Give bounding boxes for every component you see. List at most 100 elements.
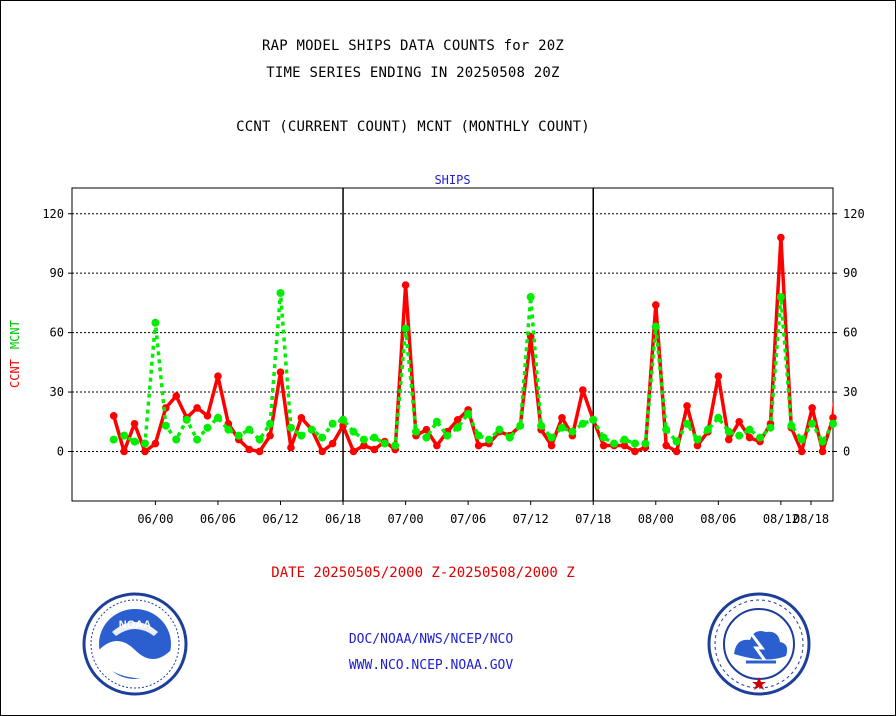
- y-axis-label-ccnt: CCNT: [8, 359, 22, 388]
- data-point-ccnt: [401, 281, 410, 289]
- x-tick-label: 06/18: [325, 512, 361, 526]
- data-point-ccnt: [255, 447, 264, 456]
- data-point-mcnt: [651, 322, 660, 331]
- data-point-mcnt: [370, 433, 379, 442]
- y-axis-label-mcnt: MCNT: [8, 320, 22, 349]
- data-point-ccnt: [662, 441, 671, 450]
- data-point-mcnt: [797, 435, 806, 444]
- data-point-ccnt: [349, 447, 358, 456]
- data-point-ccnt: [130, 419, 139, 428]
- data-point-mcnt: [662, 425, 671, 434]
- data-point-mcnt: [703, 425, 712, 434]
- x-tick-label: 08/12: [763, 512, 799, 526]
- data-point-mcnt: [829, 419, 837, 428]
- data-point-mcnt: [776, 292, 785, 301]
- x-tick-label: 07/18: [575, 512, 611, 526]
- data-point-mcnt: [714, 413, 723, 422]
- x-tick-label: 06/06: [200, 512, 236, 526]
- data-point-ccnt: [735, 417, 743, 426]
- data-point-ccnt: [714, 372, 723, 380]
- data-point-mcnt: [495, 425, 504, 434]
- data-point-ccnt: [683, 402, 691, 410]
- data-point-mcnt: [599, 433, 608, 442]
- data-point-ccnt: [453, 415, 462, 424]
- data-point-ccnt: [651, 301, 660, 309]
- data-point-mcnt: [683, 419, 692, 428]
- data-point-mcnt: [161, 421, 170, 430]
- data-point-mcnt: [443, 431, 452, 440]
- data-point-ccnt: [620, 441, 629, 450]
- data-point-ccnt: [120, 447, 128, 456]
- data-point-mcnt: [516, 421, 525, 430]
- data-point-ccnt: [360, 441, 368, 450]
- data-point-mcnt: [266, 419, 275, 428]
- data-point-mcnt: [547, 433, 556, 442]
- data-point-mcnt: [213, 413, 222, 422]
- data-point-ccnt: [777, 233, 785, 242]
- data-point-mcnt: [182, 415, 191, 424]
- data-point-mcnt: [297, 431, 306, 440]
- y-tick-label-left: 0: [57, 444, 64, 458]
- data-point-ccnt: [547, 441, 556, 450]
- y-tick-label-left: 120: [42, 207, 64, 221]
- data-point-mcnt: [120, 431, 129, 440]
- data-point-mcnt: [641, 439, 650, 448]
- y-tick-label-right: 0: [843, 444, 850, 458]
- data-point-ccnt: [599, 441, 608, 450]
- data-point-ccnt: [297, 413, 306, 422]
- data-point-ccnt: [370, 445, 379, 454]
- data-point-mcnt: [557, 423, 566, 432]
- data-point-mcnt: [672, 437, 681, 446]
- x-tick-label: 07/00: [388, 512, 424, 526]
- data-point-mcnt: [630, 439, 639, 448]
- chart-title-line3: CCNT (CURRENT COUNT) MCNT (MONTHLY COUNT…: [236, 119, 590, 135]
- data-point-ccnt: [328, 439, 337, 448]
- data-point-ccnt: [172, 392, 181, 400]
- series-line-ccnt: [112, 235, 833, 454]
- x-tick-label: 07/12: [513, 512, 549, 526]
- data-point-mcnt: [359, 435, 368, 444]
- data-point-ccnt: [141, 447, 149, 456]
- y-tick-label-right: 120: [843, 207, 865, 221]
- data-point-mcnt: [724, 427, 733, 436]
- data-point-mcnt: [109, 435, 118, 444]
- data-point-mcnt: [453, 423, 462, 432]
- data-point-mcnt: [464, 409, 473, 418]
- data-point-mcnt: [610, 439, 619, 448]
- data-point-ccnt: [693, 441, 702, 450]
- data-point-ccnt: [266, 431, 274, 440]
- data-point-mcnt: [172, 435, 181, 444]
- data-point-ccnt: [631, 447, 639, 456]
- data-point-mcnt: [203, 423, 212, 432]
- x-tick-label: 06/00: [137, 512, 173, 526]
- data-point-ccnt: [808, 404, 816, 412]
- data-point-mcnt: [578, 419, 587, 428]
- data-point-mcnt: [412, 427, 421, 436]
- data-point-mcnt: [151, 318, 160, 327]
- data-point-mcnt: [286, 423, 295, 432]
- data-point-ccnt: [276, 368, 285, 377]
- data-point-ccnt: [151, 439, 160, 448]
- data-point-ccnt: [214, 372, 222, 380]
- y-tick-label-left: 60: [50, 326, 64, 340]
- plot-frame: [71, 187, 834, 502]
- national-weather-service-logo: [707, 592, 811, 696]
- data-point-mcnt: [349, 427, 358, 436]
- y-tick-label-left: 90: [50, 266, 64, 280]
- svg-text:NOAA: NOAA: [119, 619, 151, 631]
- data-point-mcnt: [568, 427, 577, 436]
- data-point-ccnt: [318, 447, 326, 456]
- data-point-mcnt: [745, 425, 754, 434]
- data-point-mcnt: [224, 425, 233, 434]
- date-range: DATE 20250505/2000 Z-20250508/2000 Z: [271, 565, 575, 581]
- data-point-ccnt: [558, 413, 566, 422]
- data-point-ccnt: [203, 412, 212, 420]
- data-point-mcnt: [589, 415, 598, 424]
- data-point-mcnt: [818, 437, 827, 446]
- data-point-mcnt: [391, 441, 400, 450]
- footer-url[interactable]: WWW.NCO.NCEP.NOAA.GOV: [348, 658, 514, 673]
- y-tick-label-left: 30: [50, 385, 64, 399]
- x-tick-label: 08/18: [793, 512, 829, 526]
- data-point-ccnt: [672, 447, 681, 456]
- data-point-ccnt: [193, 404, 201, 412]
